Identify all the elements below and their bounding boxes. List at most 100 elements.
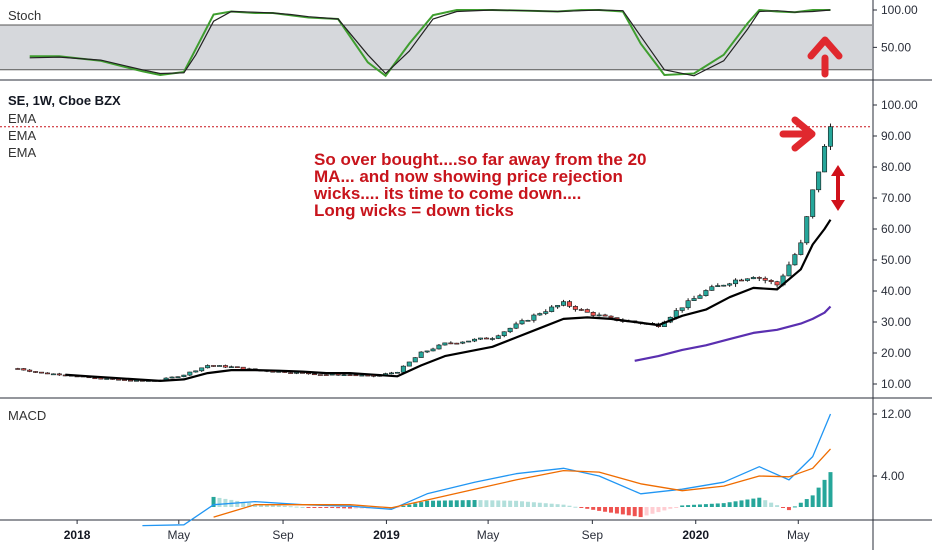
x-tick-label: 2019 [373, 528, 400, 542]
macd-histogram-bar [810, 495, 815, 507]
candle-body-up [477, 337, 483, 340]
candle-body-up [827, 126, 833, 147]
candle [317, 374, 323, 376]
macd-histogram-bar [644, 507, 649, 516]
macd-histogram-bar [597, 507, 602, 511]
candle-body-up [495, 335, 501, 339]
macd-histogram-bar [792, 506, 797, 508]
ema-label-2[interactable]: EMA [8, 128, 37, 143]
candle [727, 282, 733, 287]
macd-histogram-bar [413, 503, 418, 507]
macd-histogram-bar [537, 502, 542, 507]
candle [39, 371, 45, 374]
candle-body-down [317, 374, 323, 376]
macd-histogram-bar [508, 500, 513, 507]
candle-body-down [44, 372, 50, 375]
candle-body-up [822, 146, 828, 173]
candle-body-down [762, 277, 768, 281]
candle-body-up [561, 301, 567, 306]
candle-body-down [738, 279, 744, 282]
candle [703, 289, 709, 297]
candle [733, 278, 739, 287]
candle [50, 373, 56, 376]
macd-histogram-bar [235, 500, 240, 507]
candle [228, 365, 234, 368]
candle-body-down [311, 373, 317, 376]
candle [495, 334, 501, 340]
candle [525, 319, 531, 322]
candle [822, 144, 828, 173]
stoch-overbought-oversold-band [0, 24, 872, 70]
candle [691, 295, 697, 301]
candle-body-down [566, 301, 572, 307]
candle-body-up [691, 298, 697, 301]
macd-histogram-bar [656, 507, 661, 513]
candle-body-up [412, 357, 418, 363]
macd-histogram-bar [288, 506, 293, 508]
macd-histogram-bar [709, 503, 714, 507]
candle [804, 216, 810, 245]
candle [549, 305, 555, 313]
macd-histogram-bar [816, 487, 821, 507]
candle [810, 189, 816, 219]
candle-body-up [816, 171, 822, 191]
macd-histogram-bar [828, 472, 833, 507]
macd-histogram-bar [555, 504, 560, 507]
candle-body-down [347, 374, 353, 377]
x-tick-label: May [477, 528, 500, 542]
candle-body-up [792, 254, 798, 266]
ema-label-1[interactable]: EMA [8, 111, 37, 126]
macd-histogram-bar [620, 507, 625, 515]
macd-histogram-bar [318, 507, 323, 508]
candle [33, 371, 39, 373]
macd-histogram-bar [549, 503, 554, 507]
annotation-line-4: Long wicks = down ticks [314, 201, 514, 220]
macd-histogram-bar [608, 507, 613, 513]
candle [685, 298, 691, 310]
candle [460, 341, 466, 345]
candle-body-down [288, 372, 294, 374]
macd-histogram-bar [733, 501, 738, 507]
candle-body-down [608, 315, 614, 318]
macd-histogram-bar [715, 503, 720, 507]
symbol-title[interactable]: SE, 1W, Cboe BZX [8, 93, 121, 108]
candle [222, 364, 228, 368]
ema-label-3[interactable]: EMA [8, 145, 37, 160]
macd-histogram-bar [484, 500, 489, 507]
candle-body-up [679, 307, 685, 311]
macd-histogram-bar [662, 507, 667, 511]
candle [531, 313, 537, 323]
candle [572, 305, 578, 312]
candle-body-down [128, 379, 134, 382]
candle [472, 338, 478, 343]
macd-histogram-bar [650, 507, 655, 514]
annotation-line-1: So over bought....so far away from the 2… [314, 150, 647, 169]
candle [501, 331, 507, 338]
macd-histogram-bar [425, 500, 430, 507]
candle-body-up [786, 264, 792, 277]
candle-body-up [733, 279, 739, 285]
macd-histogram-bar [781, 507, 786, 508]
candle [561, 299, 567, 307]
candle-body-down [234, 366, 240, 368]
macd-histogram-bar [697, 504, 702, 507]
candle-body-up [709, 286, 715, 291]
candle-body-up [187, 371, 193, 376]
candle [697, 293, 703, 299]
candle [608, 315, 614, 319]
candle-body-down [323, 374, 329, 376]
macd-histogram-bar [407, 504, 412, 507]
macd-histogram-bar [294, 506, 299, 508]
candle [21, 368, 27, 371]
price-y-tick-label: 20.00 [881, 346, 911, 360]
macd-histogram-bar [282, 505, 287, 507]
candle-body-up [359, 374, 365, 377]
price-y-tick-label: 40.00 [881, 284, 911, 298]
stoch-y-tick-label: 100.00 [881, 3, 918, 17]
macd-histogram-bar [674, 507, 679, 508]
macd-histogram-bar [626, 507, 631, 516]
macd-histogram-bar [745, 499, 750, 507]
macd-histogram-bar [567, 505, 572, 507]
candle [798, 239, 804, 256]
price-y-tick-label: 30.00 [881, 315, 911, 329]
